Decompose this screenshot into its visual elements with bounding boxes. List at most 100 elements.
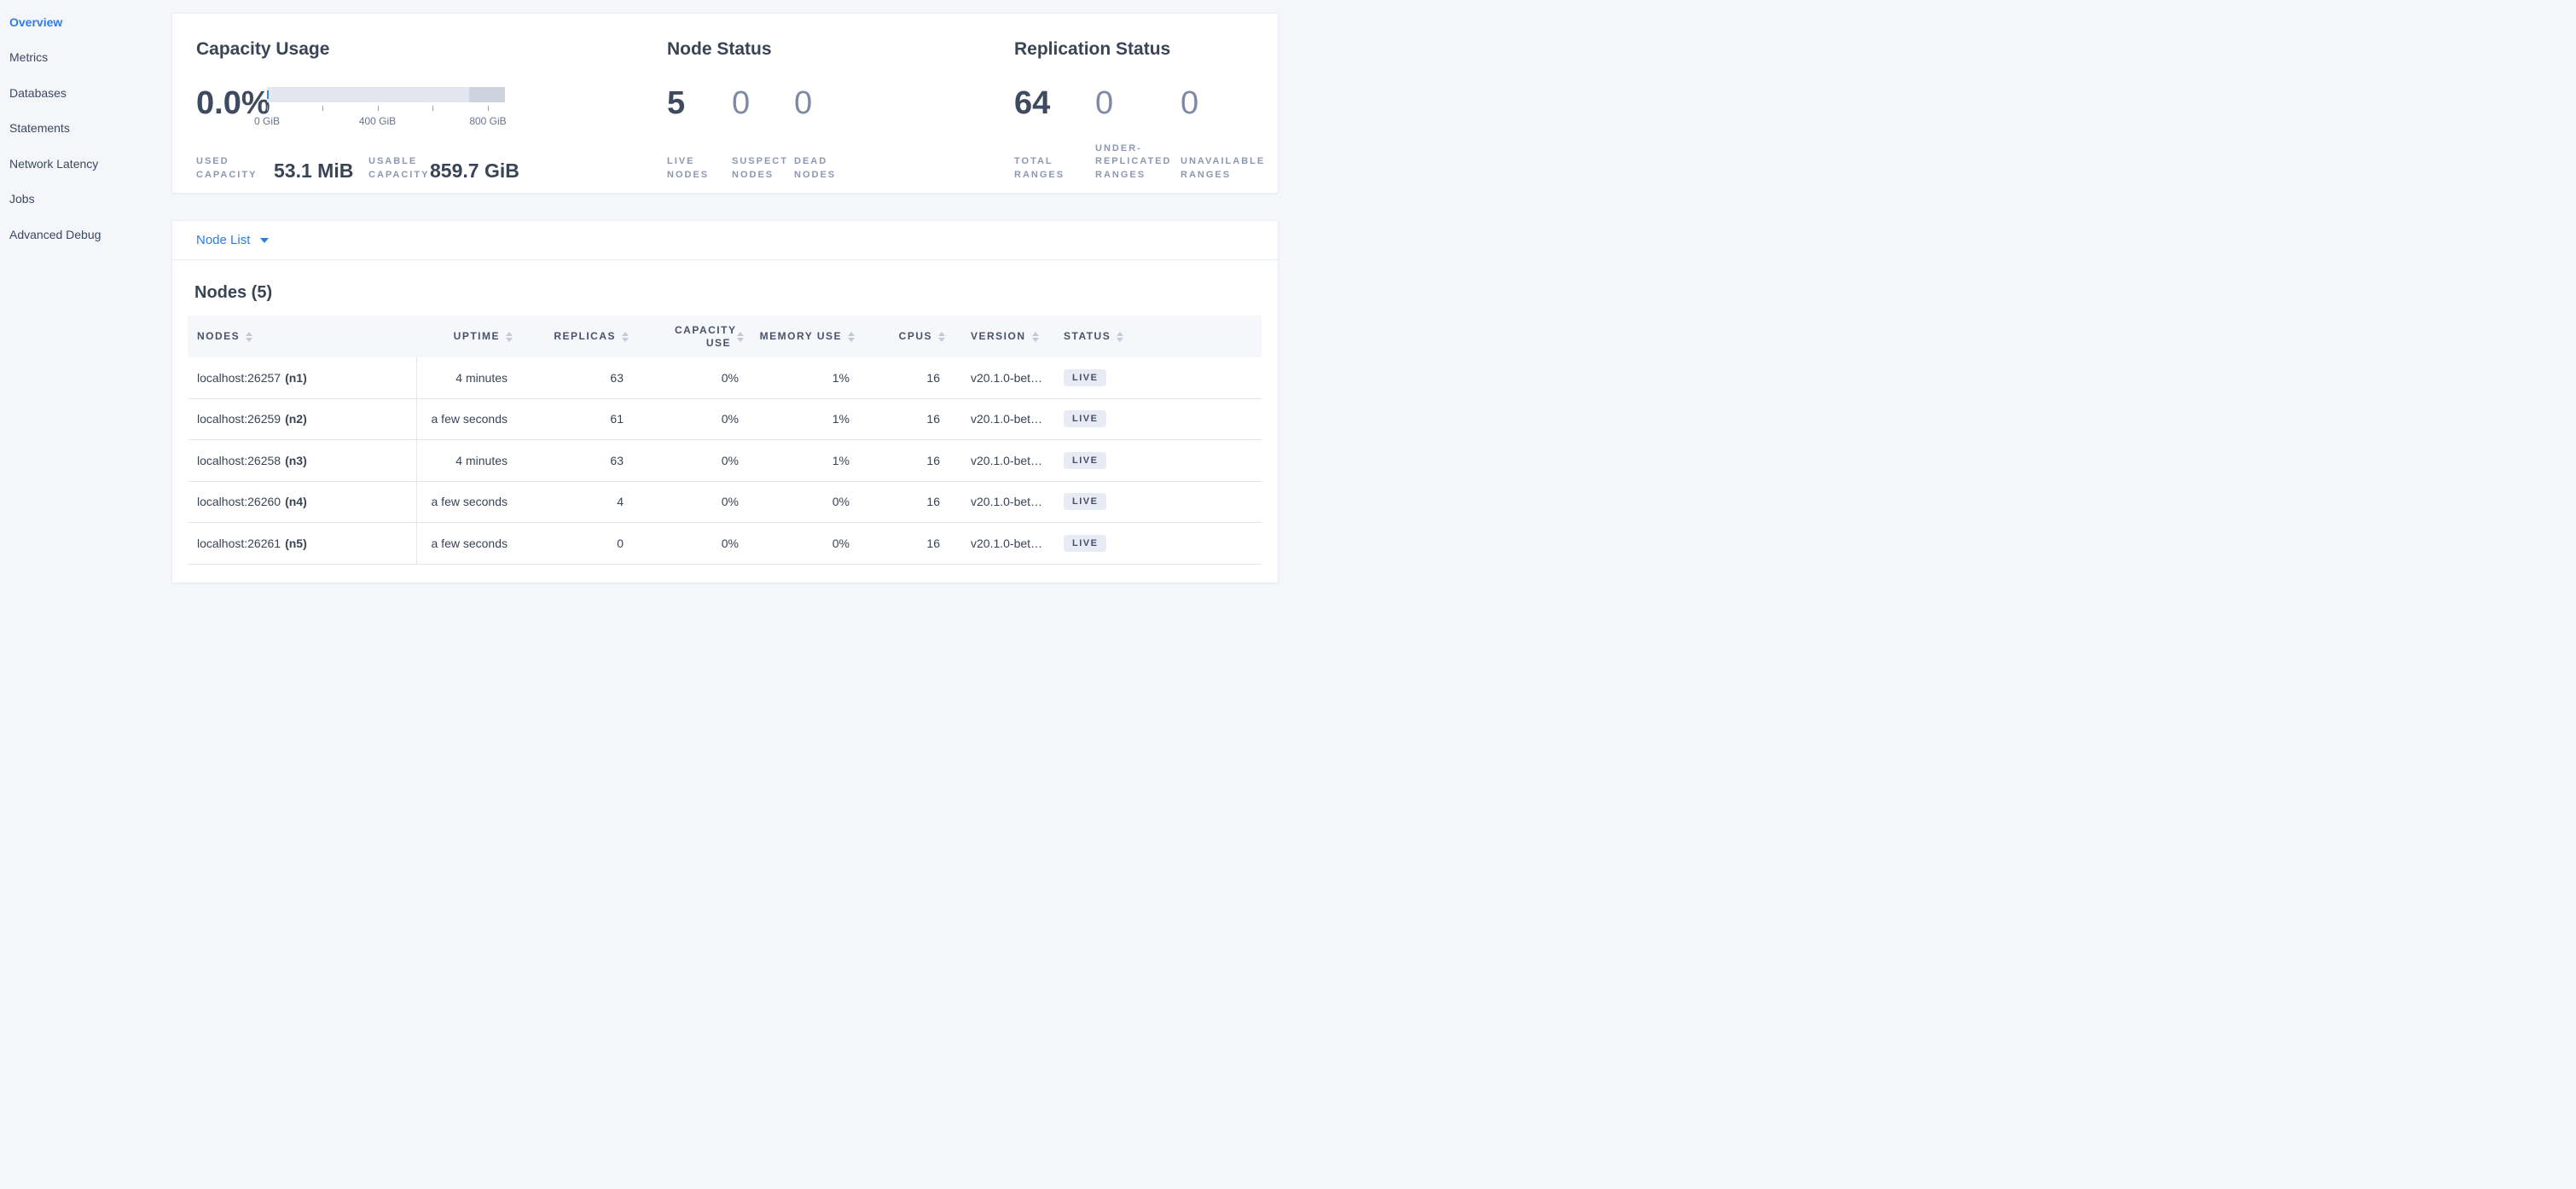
capacity-bar	[267, 87, 505, 102]
cpus-cell: 16	[926, 495, 940, 509]
sidebar: Overview Metrics Databases Statements Ne…	[0, 0, 171, 252]
replication-status-title: Replication Status	[1014, 39, 1171, 59]
sidebar-item-advanced-debug[interactable]: Advanced Debug	[9, 227, 102, 241]
table-row: localhost:26260 (n4) a few seconds 4 0% 0…	[188, 481, 1262, 523]
sidebar-item-overview[interactable]: Overview	[9, 14, 63, 29]
overview-page: Overview Metrics Databases Statements Ne…	[0, 0, 1288, 594]
capacity-use-cell: 0%	[721, 412, 739, 426]
column-label: CAPACITY USE	[675, 323, 737, 349]
axis-tick	[377, 106, 379, 111]
suspect-nodes-label: SUSPECT NODES	[732, 156, 788, 180]
node-address-link[interactable]: localhost:26257	[197, 370, 281, 385]
cpus-cell: 16	[926, 412, 940, 426]
node-id: (n1)	[285, 370, 307, 385]
node-id: (n3)	[285, 453, 307, 467]
sort-icon	[848, 331, 855, 342]
capacity-usage-title: Capacity Usage	[196, 39, 330, 59]
uptime-cell: a few seconds	[431, 536, 508, 550]
sort-icon	[506, 331, 513, 342]
capacity-percent: 0.0%	[196, 85, 270, 121]
total-ranges-label: TOTAL RANGES	[1014, 156, 1065, 180]
table-row: localhost:26257 (n1) 4 minutes 63 0% 1% 1…	[188, 357, 1262, 399]
sort-icon	[1031, 331, 1039, 342]
usable-capacity-value: 859.7 GiB	[430, 160, 519, 182]
sort-icon	[737, 331, 744, 342]
sidebar-item-network-latency[interactable]: Network Latency	[9, 156, 99, 171]
under-replicated-ranges-label: UNDER-REPLICATED RANGES	[1095, 142, 1172, 180]
capacity-bar-used-segment	[267, 90, 269, 99]
column-label: UPTIME	[453, 330, 500, 342]
column-header-nodes[interactable]: NODES	[188, 316, 417, 357]
column-header-replicas[interactable]: REPLICAS	[516, 316, 632, 357]
cluster-summary-card: Capacity Usage 0.0% 0 GiB 400 GiB 800 Gi…	[171, 13, 1279, 194]
column-header-status[interactable]: STATUS	[1054, 316, 1262, 357]
uptime-cell: 4 minutes	[455, 370, 508, 385]
sidebar-item-statements[interactable]: Statements	[9, 121, 70, 136]
uptime-cell: a few seconds	[431, 495, 508, 509]
node-id: (n5)	[285, 536, 307, 550]
unavailable-ranges-count: 0	[1181, 85, 1199, 121]
column-header-version[interactable]: VERSION	[949, 316, 1054, 357]
column-label: MEMORY USE	[759, 330, 842, 342]
column-header-uptime[interactable]: UPTIME	[417, 316, 516, 357]
sidebar-item-databases[interactable]: Databases	[9, 85, 67, 100]
axis-tick	[267, 106, 268, 111]
sort-icon	[938, 331, 945, 342]
column-label: STATUS	[1064, 330, 1111, 342]
memory-use-cell: 1%	[832, 370, 850, 385]
column-header-memory-use[interactable]: MEMORY USE	[747, 316, 858, 357]
node-address-link[interactable]: localhost:26261	[197, 536, 281, 550]
version-cell: v20.1.0-bet…	[971, 495, 1043, 509]
status-badge: LIVE	[1064, 451, 1107, 469]
replicas-cell: 0	[617, 536, 624, 550]
table-row: localhost:26259 (n2) a few seconds 61 0% …	[188, 398, 1262, 440]
replicas-cell: 63	[610, 453, 624, 467]
column-label: CPUS	[898, 330, 932, 342]
uptime-cell: 4 minutes	[455, 453, 508, 467]
replicas-cell: 4	[617, 495, 624, 509]
node-status-title: Node Status	[667, 39, 772, 59]
column-label: REPLICAS	[554, 330, 616, 342]
status-badge: LIVE	[1064, 534, 1107, 552]
node-list-dropdown-label: Node List	[196, 233, 251, 247]
column-label: VERSION	[971, 330, 1026, 342]
table-row: localhost:26258 (n3) 4 minutes 63 0% 1% 1…	[188, 440, 1262, 482]
version-cell: v20.1.0-bet…	[971, 453, 1043, 467]
sort-icon	[246, 331, 253, 342]
live-nodes-count: 5	[667, 85, 686, 121]
capacity-use-cell: 0%	[721, 495, 739, 509]
axis-tick	[488, 106, 489, 111]
axis-label-0gib: 0 GiB	[253, 115, 280, 127]
suspect-nodes-count: 0	[732, 85, 751, 121]
used-capacity-value: 53.1 MiB	[274, 160, 354, 182]
version-cell: v20.1.0-bet…	[971, 370, 1043, 385]
memory-use-cell: 1%	[832, 412, 850, 426]
sidebar-item-jobs[interactable]: Jobs	[9, 192, 35, 206]
capacity-use-cell: 0%	[721, 370, 739, 385]
node-id: (n4)	[285, 495, 307, 509]
column-header-cpus[interactable]: CPUS	[858, 316, 949, 357]
uptime-cell: a few seconds	[431, 412, 508, 426]
dead-nodes-count: 0	[794, 85, 813, 121]
dead-nodes-label: DEAD NODES	[794, 156, 837, 180]
replicas-cell: 63	[610, 370, 624, 385]
sidebar-item-metrics[interactable]: Metrics	[9, 50, 49, 65]
axis-label-400gib: 400 GiB	[358, 115, 397, 127]
cpus-cell: 16	[926, 536, 940, 550]
node-address-link[interactable]: localhost:26259	[197, 412, 281, 426]
column-header-capacity-use[interactable]: CAPACITY USE	[632, 316, 747, 357]
sort-icon	[622, 331, 629, 342]
node-address-link[interactable]: localhost:26258	[197, 453, 281, 467]
chevron-down-icon	[260, 237, 270, 243]
node-address-link[interactable]: localhost:26260	[197, 495, 281, 509]
memory-use-cell: 0%	[832, 495, 850, 509]
column-label: NODES	[197, 330, 241, 342]
node-id: (n2)	[285, 412, 307, 426]
live-nodes-label: LIVE NODES	[667, 156, 710, 180]
usable-capacity-label: USABLE CAPACITY	[368, 156, 430, 180]
total-ranges-count: 64	[1014, 85, 1051, 121]
axis-label-800gib: 800 GiB	[469, 115, 507, 127]
node-list-dropdown[interactable]: Node List	[172, 221, 1278, 260]
status-badge: LIVE	[1064, 410, 1107, 428]
table-row: localhost:26261 (n5) a few seconds 0 0% 0…	[188, 523, 1262, 565]
